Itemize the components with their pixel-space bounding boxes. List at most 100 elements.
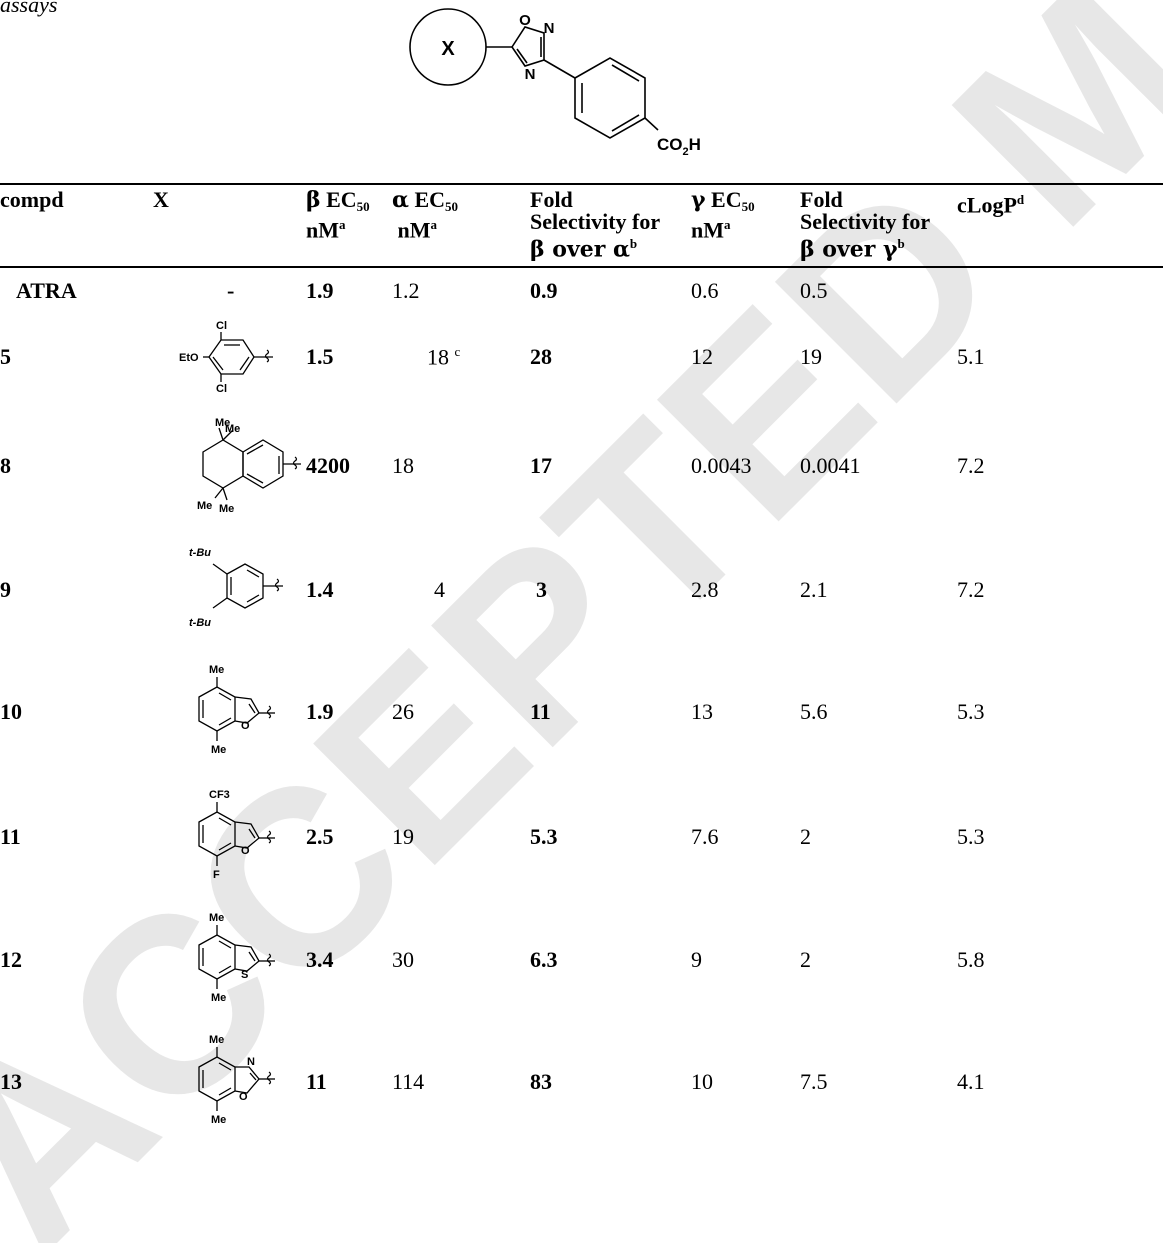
cell-compd: 9 xyxy=(0,577,11,602)
header-fold-gamma: Fold Selectivity for β over γb xyxy=(800,187,931,263)
svg-text:t-Bu: t-Bu xyxy=(189,617,211,629)
svg-text:N: N xyxy=(247,1056,255,1068)
table-row: ATRA - 1.9 1.2 0.9 0.6 0.5 xyxy=(0,267,1163,313)
cell-gamma: 0.6 xyxy=(691,277,719,303)
cell-fold-gamma: 0.5 xyxy=(800,277,828,303)
structure-r9: t-Bu t-Bu xyxy=(189,547,283,629)
svg-text:Me: Me xyxy=(211,1114,226,1126)
header-row: compd X β EC50 nMa α EC50 nMa Fold Selec… xyxy=(0,184,1163,267)
svg-text:Me: Me xyxy=(211,992,226,1004)
table-row: 9 t-Bu t-Bu 1.4 xyxy=(0,531,1163,649)
svg-text:Me: Me xyxy=(209,912,224,924)
cell-beta: 4200 xyxy=(306,453,350,478)
header-beta-ec50: β EC50 nMa xyxy=(306,187,370,243)
cell-structure: Me Me Me Me xyxy=(153,401,306,531)
header-clogp: cLogPd xyxy=(957,192,1025,218)
scaffold-ring-o: O xyxy=(519,12,531,29)
svg-text:S: S xyxy=(241,969,248,981)
cell-x: - xyxy=(227,277,235,303)
cell-fold-alpha: 5.3 xyxy=(530,823,558,849)
cell-structure: Me N O Me xyxy=(153,1021,306,1143)
cell-fold-gamma: 0.0041 xyxy=(800,453,861,478)
cell-fold-alpha: 11 xyxy=(530,698,551,724)
cell-beta: 11 xyxy=(306,1069,327,1094)
cell-fold-gamma: 5.6 xyxy=(800,698,828,724)
svg-text:O: O xyxy=(241,720,250,732)
cell-gamma: 2.8 xyxy=(691,577,719,602)
cell-clogp xyxy=(957,267,1163,313)
caption-fragment: assays xyxy=(0,0,58,17)
scaffold-ring-n-top: N xyxy=(544,20,555,37)
cell-fold-alpha: 0.9 xyxy=(530,277,558,303)
table-row: 10 Me O xyxy=(0,649,1163,774)
cell-structure: Me S Me xyxy=(153,899,306,1021)
scaffold-acid-co: CO xyxy=(657,135,683,154)
cell-alpha: 18 xyxy=(392,453,414,478)
cell-alpha: 18 c xyxy=(427,343,461,370)
svg-text:Cl: Cl xyxy=(216,383,227,395)
structure-r12: Me S Me xyxy=(198,912,275,1004)
table-row: 12 Me S xyxy=(0,899,1163,1021)
cell-clogp: 5.3 xyxy=(957,823,985,849)
cell-gamma: 13 xyxy=(691,698,713,724)
svg-text:Me: Me xyxy=(211,744,226,756)
cell-fold-alpha: 28 xyxy=(530,344,552,369)
cell-fold-alpha: 3 xyxy=(536,577,547,602)
cell-fold-gamma: 2 xyxy=(800,947,811,972)
cell-gamma: 12 xyxy=(691,344,713,369)
cell-structure: t-Bu t-Bu xyxy=(153,531,306,649)
cell-compd: 11 xyxy=(0,823,21,849)
svg-text:CO2H: CO2H xyxy=(657,135,701,158)
cell-alpha: 4 xyxy=(434,577,445,602)
cell-fold-gamma: 2.1 xyxy=(800,577,828,602)
cell-clogp: 5.3 xyxy=(957,698,985,724)
header-compd: compd xyxy=(0,187,64,212)
cell-clogp: 7.2 xyxy=(957,453,985,478)
cell-beta: 2.5 xyxy=(306,823,334,849)
header-alpha-ec50: α EC50 nMa xyxy=(392,187,458,243)
table-row: 8 Me xyxy=(0,401,1163,531)
cell-fold-alpha: 83 xyxy=(530,1069,552,1094)
header-fold-alpha: Fold Selectivity for β over αb xyxy=(530,187,661,263)
cell-beta: 3.4 xyxy=(306,947,334,972)
table-row: 13 Me N xyxy=(0,1021,1163,1143)
svg-text:Me: Me xyxy=(225,423,240,435)
cell-compd: ATRA xyxy=(16,277,77,303)
scaffold-x-label: X xyxy=(441,38,455,60)
svg-text:O: O xyxy=(241,845,250,857)
cell-compd: 13 xyxy=(0,1069,22,1094)
svg-text:F: F xyxy=(213,869,220,881)
svg-text:Me: Me xyxy=(219,503,234,515)
cell-clogp: 4.1 xyxy=(957,1069,985,1094)
cell-beta: 1.9 xyxy=(306,698,334,724)
cell-structure: Cl EtO Cl xyxy=(153,313,306,401)
cell-compd: 5 xyxy=(0,344,11,369)
cell-compd: 10 xyxy=(0,698,22,724)
structure-r8: Me Me Me Me xyxy=(197,417,301,515)
svg-text:Me: Me xyxy=(197,500,212,512)
scaffold-acid-sub: 2 xyxy=(683,146,689,158)
cell-clogp: 5.8 xyxy=(957,947,985,972)
cell-beta: 1.5 xyxy=(306,344,334,369)
cell-alpha: 1.2 xyxy=(392,277,420,303)
table-row: 11 CF3 O xyxy=(0,774,1163,899)
header-x: X xyxy=(153,187,169,212)
cell-fold-gamma: 19 xyxy=(800,344,822,369)
sar-table: compd X β EC50 nMa α EC50 nMa Fold Selec… xyxy=(0,183,1163,1143)
cell-gamma: 10 xyxy=(691,1069,713,1094)
cell-gamma: 9 xyxy=(691,947,702,972)
cell-fold-alpha: 6.3 xyxy=(530,947,558,972)
cell-alpha: 26 xyxy=(392,698,414,724)
cell-fold-gamma: 2 xyxy=(800,823,811,849)
cell-clogp: 7.2 xyxy=(957,577,985,602)
scaffold-ring-n-bottom: N xyxy=(525,66,536,83)
structure-r5: Cl EtO Cl xyxy=(179,320,273,395)
cell-clogp: 5.1 xyxy=(957,344,985,369)
cell-fold-alpha: 17 xyxy=(530,453,552,478)
cell-compd: 8 xyxy=(0,453,11,478)
svg-text:Me: Me xyxy=(209,1034,224,1046)
svg-text:Me: Me xyxy=(215,417,230,429)
svg-text:t-Bu: t-Bu xyxy=(189,547,211,559)
cell-gamma: 7.6 xyxy=(691,823,719,849)
svg-text:O: O xyxy=(239,1091,248,1103)
